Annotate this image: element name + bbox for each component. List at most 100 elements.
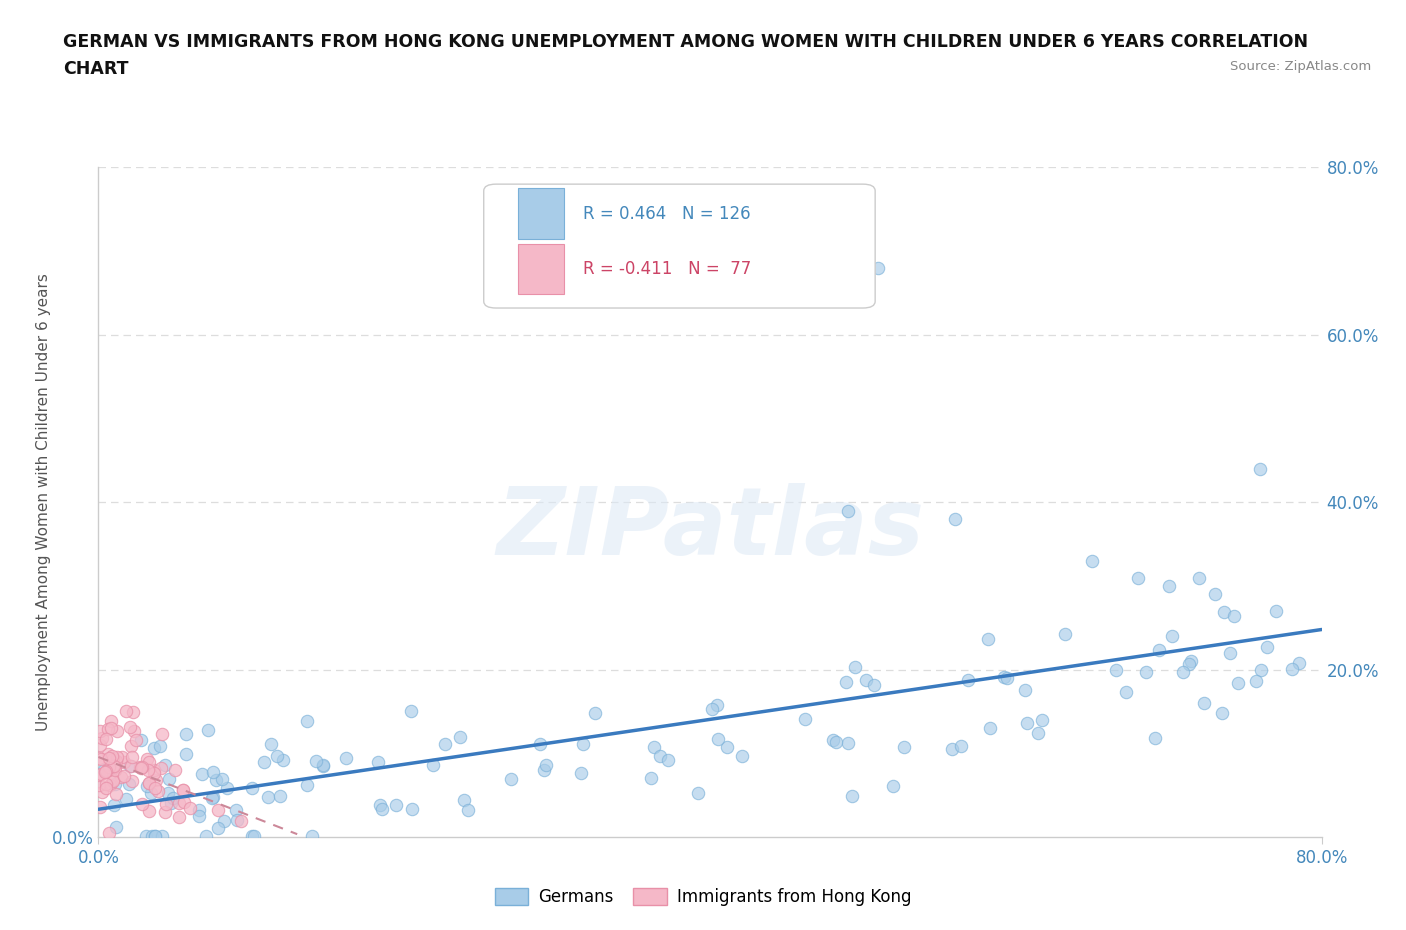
Point [882, 779, 904, 794]
Point [94, 764, 117, 779]
Point [142, 763, 165, 777]
Point [243, 829, 266, 844]
Point [824, 735, 846, 750]
Point [87, 751, 110, 765]
Point [143, 829, 166, 844]
Point [1054, 626, 1077, 641]
FancyBboxPatch shape [517, 188, 564, 238]
Point [153, 757, 176, 772]
Point [91, 730, 114, 745]
Point [1264, 604, 1286, 618]
Point [977, 631, 1000, 646]
Point [893, 740, 915, 755]
Point [122, 724, 145, 738]
Point [1256, 640, 1278, 655]
Point [335, 751, 357, 765]
Point [1250, 662, 1272, 677]
Point [141, 786, 163, 801]
Point [87, 777, 110, 792]
Point [225, 803, 247, 817]
Point [125, 733, 148, 748]
Point [105, 724, 128, 738]
Point [150, 726, 173, 741]
Point [453, 792, 475, 807]
Point [101, 774, 124, 789]
Point [1014, 683, 1036, 698]
Point [136, 751, 159, 766]
Point [1227, 676, 1250, 691]
Point [162, 790, 184, 805]
Point [434, 737, 457, 751]
Point [855, 672, 877, 687]
Point [148, 783, 170, 798]
Point [138, 755, 160, 770]
Point [94, 732, 117, 747]
Point [104, 819, 127, 834]
Point [100, 749, 122, 764]
Point [371, 802, 394, 817]
Point [89, 799, 111, 814]
Point [240, 829, 263, 844]
Point [686, 786, 709, 801]
Point [536, 758, 558, 773]
Point [143, 829, 166, 844]
Point [131, 760, 153, 775]
Point [114, 768, 136, 783]
Point [150, 761, 173, 776]
Point [312, 757, 335, 772]
Point [640, 771, 662, 786]
Point [100, 721, 122, 736]
Point [89, 724, 111, 738]
Point [837, 503, 859, 518]
Point [1143, 731, 1166, 746]
Point [136, 778, 159, 793]
Point [700, 701, 723, 716]
Point [160, 795, 183, 810]
Point [529, 736, 551, 751]
Point [868, 260, 890, 275]
Point [457, 803, 479, 817]
Point [104, 760, 127, 775]
Point [112, 754, 135, 769]
FancyBboxPatch shape [517, 244, 564, 294]
Point [179, 800, 201, 815]
Point [104, 753, 127, 768]
Point [149, 738, 172, 753]
Point [1147, 643, 1170, 658]
Point [105, 750, 128, 764]
Point [165, 763, 187, 777]
Point [1017, 716, 1039, 731]
Point [995, 671, 1018, 685]
Point [993, 670, 1015, 684]
Point [87, 767, 110, 782]
Point [120, 738, 142, 753]
Point [103, 798, 125, 813]
Point [173, 795, 195, 810]
Text: R = -0.411   N =  77: R = -0.411 N = 77 [583, 260, 751, 278]
Point [1188, 570, 1211, 585]
Text: GERMAN VS IMMIGRANTS FROM HONG KONG UNEMPLOYMENT AMONG WOMEN WITH CHILDREN UNDER: GERMAN VS IMMIGRANTS FROM HONG KONG UNEM… [63, 33, 1309, 50]
Point [1128, 570, 1150, 585]
Point [115, 792, 138, 807]
Point [90, 751, 112, 766]
Point [533, 763, 555, 777]
Point [212, 814, 235, 829]
Point [98, 751, 121, 765]
Point [143, 741, 166, 756]
Point [384, 798, 406, 813]
Point [256, 790, 278, 804]
Point [103, 759, 125, 774]
Point [569, 765, 592, 780]
Point [97, 763, 120, 777]
Point [949, 738, 972, 753]
Point [172, 783, 194, 798]
Point [122, 704, 145, 719]
Point [650, 749, 672, 764]
Point [943, 512, 966, 526]
Point [118, 777, 141, 791]
Point [1249, 461, 1271, 476]
Point [97, 747, 120, 762]
Point [1194, 696, 1216, 711]
Point [1160, 629, 1182, 644]
Point [253, 754, 276, 769]
